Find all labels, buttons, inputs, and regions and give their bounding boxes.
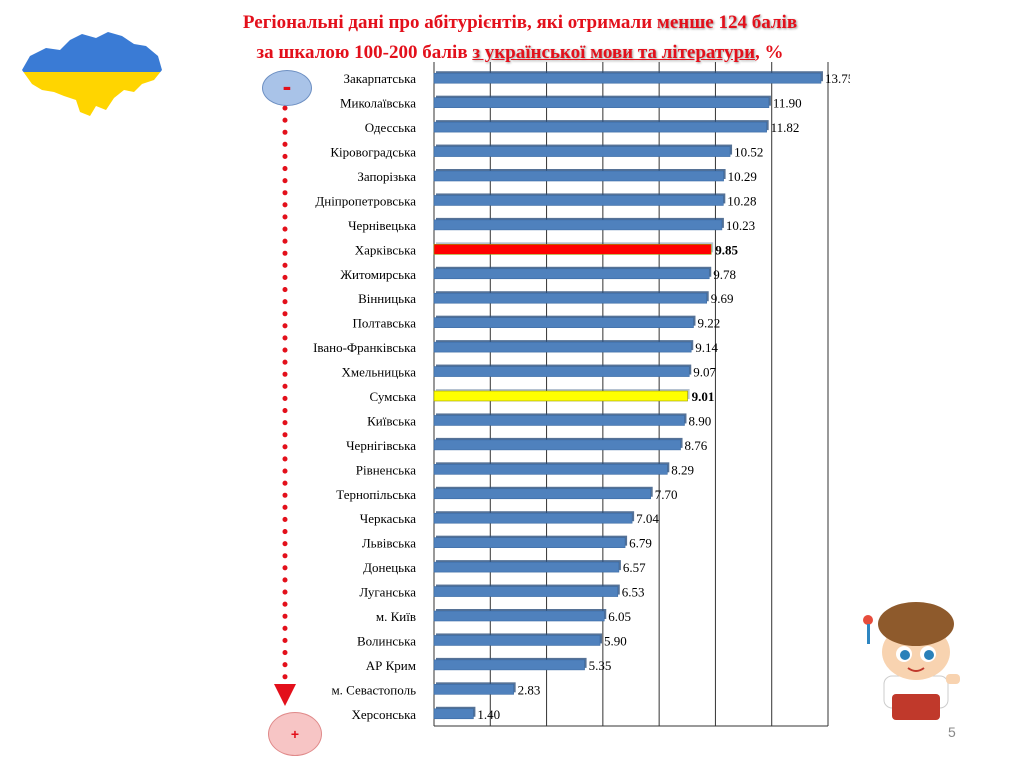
data-label: 9.78	[713, 267, 736, 282]
category-label: Львівська	[362, 536, 416, 551]
bar	[433, 561, 620, 573]
bar	[433, 219, 723, 231]
bar	[433, 366, 690, 377]
bar	[433, 610, 605, 622]
bar	[433, 659, 585, 671]
data-label: 10.23	[726, 218, 755, 233]
bar	[433, 121, 767, 133]
bar-chart: Закарпатська 13.75 Миколаївська 11.90 Одессь…	[313, 62, 850, 727]
bar	[433, 439, 681, 451]
category-label: Івано-Франківська	[313, 340, 416, 355]
data-label: 7.04	[636, 511, 659, 526]
category-label: Закарпатська	[344, 71, 417, 86]
data-label: 9.14	[695, 340, 718, 355]
data-label: 9.69	[711, 291, 734, 306]
bar	[433, 390, 688, 402]
category-label: Миколаївська	[340, 96, 416, 111]
ukraine-map-icon	[22, 32, 162, 116]
cartoon-boy-icon	[863, 602, 960, 720]
bar	[433, 586, 619, 597]
bar	[433, 97, 770, 108]
title-line-1: Регіональні дані про абітурієнтів, які о…	[120, 8, 920, 38]
category-label: Житомирська	[340, 267, 416, 282]
slide-number: 5	[948, 724, 956, 740]
bar	[433, 317, 694, 328]
title-text: за шкалою 100-200 балів	[256, 42, 473, 63]
category-label: АР Крим	[366, 658, 416, 673]
category-label: Сумська	[370, 389, 417, 404]
data-label: 11.90	[773, 96, 802, 111]
category-label: Рівненська	[356, 462, 416, 477]
category-label: Запорізька	[357, 169, 416, 184]
bar	[433, 708, 474, 720]
data-label: 5.35	[589, 658, 612, 673]
bar	[433, 146, 731, 157]
bar	[433, 512, 633, 524]
bar	[433, 684, 514, 695]
category-label: Черкаська	[360, 511, 416, 526]
category-label: Хмельницька	[342, 365, 417, 380]
title-subject: з української мови та літератури	[472, 42, 756, 63]
data-label: 6.79	[629, 536, 652, 551]
slide-title: Регіональні дані про абітурієнтів, які о…	[120, 8, 920, 68]
category-label: Чернівецька	[348, 218, 416, 233]
data-label: 10.28	[727, 193, 756, 208]
data-label: 9.07	[693, 365, 716, 380]
bar	[433, 244, 712, 255]
trend-arrow-icon	[274, 105, 296, 706]
category-label: Дніпропетровська	[315, 193, 416, 208]
plus-badge: +	[268, 712, 322, 756]
bar	[433, 635, 601, 646]
bar	[433, 170, 724, 182]
category-label: Тернопільська	[336, 487, 416, 502]
data-label: 10.29	[728, 169, 757, 184]
title-unit: , %	[755, 42, 784, 63]
category-label: Луганська	[359, 585, 416, 600]
data-label: 5.90	[604, 633, 627, 648]
data-label: 11.82	[771, 120, 800, 135]
data-label: 9.85	[715, 242, 738, 257]
title-text: Регіональні дані про абітурієнтів, які о…	[242, 12, 657, 33]
data-label: 13.75	[825, 71, 850, 86]
bar	[433, 464, 668, 475]
data-label: 8.29	[671, 462, 694, 477]
title-line-2: за шкалою 100-200 балів з української мо…	[120, 38, 920, 68]
data-label: 6.53	[622, 585, 645, 600]
minus-badge: -	[262, 70, 312, 106]
bar	[433, 488, 651, 500]
category-label: Волинська	[357, 633, 416, 648]
category-label: Донецька	[363, 560, 416, 575]
data-label: 9.01	[692, 389, 715, 404]
data-label: 8.90	[688, 413, 711, 428]
bar	[433, 292, 708, 304]
bar	[433, 72, 822, 84]
category-label: Вінницька	[358, 291, 416, 306]
category-label: м. Київ	[376, 609, 416, 624]
data-label: 7.70	[655, 487, 678, 502]
category-label: Київська	[367, 413, 416, 428]
category-label: Полтавська	[353, 316, 417, 331]
data-label: 10.52	[734, 145, 763, 160]
bar	[433, 195, 724, 206]
data-label: 9.22	[697, 316, 720, 331]
data-label: 1.40	[477, 707, 500, 722]
category-label: Херсонська	[352, 707, 417, 722]
bar	[433, 537, 626, 548]
category-label: Харківська	[355, 242, 416, 257]
data-label: 6.05	[608, 609, 631, 624]
data-label: 6.57	[623, 560, 646, 575]
title-highlight: менше 124 балів	[656, 12, 798, 33]
bar	[433, 268, 710, 280]
bar	[433, 341, 692, 353]
category-label: Чернігівська	[346, 438, 416, 453]
data-label: 2.83	[518, 682, 541, 697]
category-label: м. Севастополь	[331, 682, 416, 697]
category-label: Кіровоградська	[330, 145, 416, 160]
data-label: 8.76	[685, 438, 708, 453]
bar	[433, 415, 685, 426]
category-label: Одесська	[365, 120, 417, 135]
